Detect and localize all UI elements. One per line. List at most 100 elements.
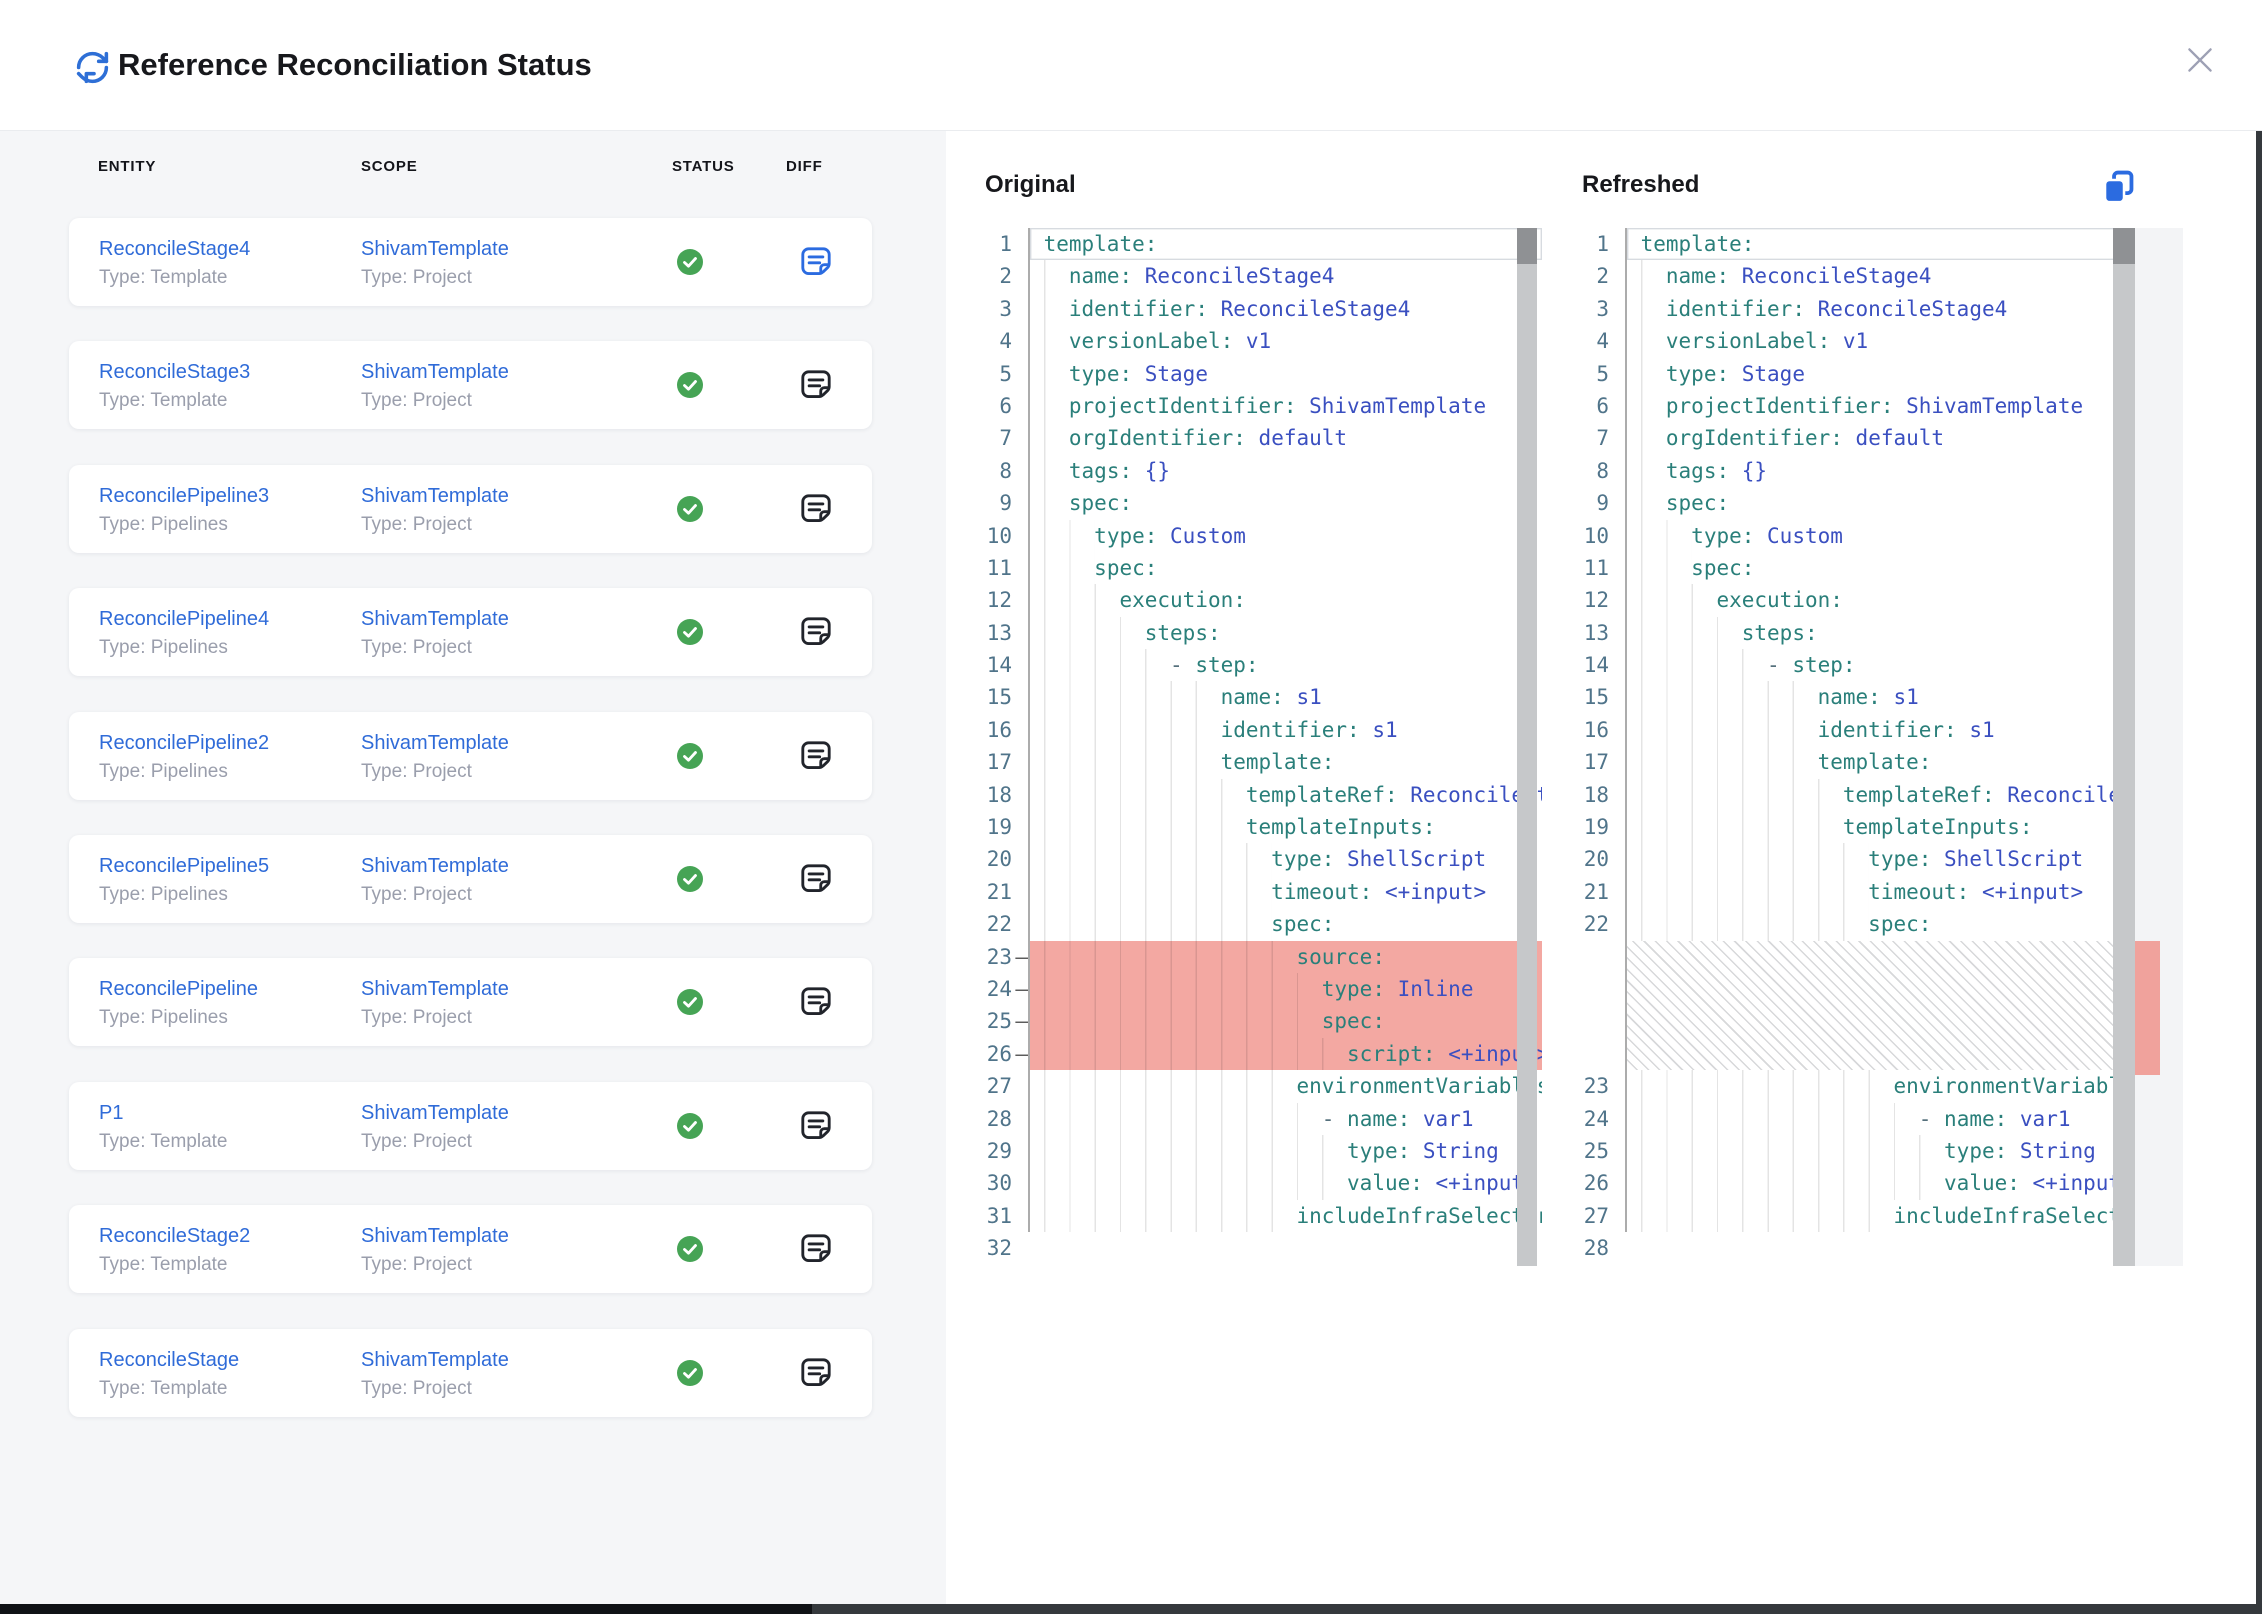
removed-lines-placeholder xyxy=(1626,940,2183,1071)
copy-icon[interactable] xyxy=(2099,167,2137,205)
code-line: templateInputs: xyxy=(1626,811,2183,844)
line-number: 22 xyxy=(986,912,1012,937)
code-line: type: Stage xyxy=(1029,357,1542,390)
scope-link[interactable]: ShivamTemplate xyxy=(361,855,509,877)
code-line: template: xyxy=(1627,228,2183,260)
entity-cell: ReconcilePipeline5 Type: Pipelines xyxy=(99,852,269,908)
diff-note-icon[interactable] xyxy=(797,1230,835,1268)
status-success-icon xyxy=(676,1235,704,1263)
scope-link[interactable]: ShivamTemplate xyxy=(361,608,509,631)
line-number: 14 xyxy=(1583,653,1609,678)
code-line: template: xyxy=(1029,746,1542,779)
diff-note-icon[interactable] xyxy=(797,1354,835,1392)
original-code-panel: Original 1 2 3 4 5 6 7 8 9 10 11 12 13 14 15 16 17 18 19 20… xyxy=(950,131,1542,1271)
gutter-border xyxy=(1028,228,1030,1232)
scope-cell: ShivamTemplate Type: Project xyxy=(361,235,509,291)
line-number: 9 xyxy=(1596,491,1609,516)
scope-link[interactable]: ShivamTemplate xyxy=(361,1348,509,1371)
scope-link[interactable]: ShivamTemplate xyxy=(361,1101,509,1124)
entity-link[interactable]: ReconcileStage4 xyxy=(99,238,251,260)
entity-link[interactable]: P1 xyxy=(99,1101,124,1124)
line-number: 6 xyxy=(999,393,1012,418)
code-line: execution: xyxy=(1029,584,1542,617)
column-header-diff: DIFF xyxy=(786,158,823,175)
entity-cell: ReconcileStage Type: Template xyxy=(99,1346,239,1402)
entity-link[interactable]: ReconcilePipeline3 xyxy=(99,484,270,507)
line-number: 1 xyxy=(1596,232,1609,256)
code-line: timeout: <+input> xyxy=(1029,875,1542,909)
entity-type-label: Type: Pipelines xyxy=(99,513,228,535)
original-scrollbar[interactable] xyxy=(1517,228,1537,1266)
status-success-icon xyxy=(676,495,704,523)
line-number: 7 xyxy=(999,426,1012,451)
scope-cell: ShivamTemplate Type: Project xyxy=(361,729,509,785)
line-number: 3 xyxy=(1596,296,1609,321)
code-line: environmentVariables: xyxy=(1029,1070,1542,1103)
code-line: name: s1 xyxy=(1626,681,2183,714)
code-line: identifier: ReconcileStage4 xyxy=(1626,292,2183,326)
line-number: 18 xyxy=(1583,782,1609,807)
scope-link[interactable]: ShivamTemplate xyxy=(361,1225,509,1248)
diff-note-icon[interactable] xyxy=(797,860,835,898)
scope-cell: ShivamTemplate Type: Project xyxy=(361,852,509,908)
entity-link[interactable]: ReconcilePipeline5 xyxy=(99,855,270,877)
window-bottom-edge xyxy=(812,1604,2262,1614)
line-number: 30 xyxy=(986,1171,1012,1196)
scrollbar-thumb[interactable] xyxy=(1517,228,1537,264)
close-icon[interactable] xyxy=(2180,40,2220,80)
line-number: 22 xyxy=(1583,912,1609,937)
scope-link[interactable]: ShivamTemplate xyxy=(361,361,509,384)
line-number: 23– xyxy=(950,941,1028,973)
refresh-icon xyxy=(74,49,111,86)
line-number: 4 xyxy=(1596,329,1609,354)
code-line: type: String xyxy=(1626,1134,2183,1168)
line-number: 23 xyxy=(1583,1074,1609,1099)
window-bottom-edge xyxy=(0,1604,812,1614)
diff-note-icon[interactable] xyxy=(797,366,835,404)
table-row: ReconcileStage2 Type: Template ShivamTempl… xyxy=(69,1205,872,1294)
entity-link[interactable]: ReconcilePipeline xyxy=(99,978,258,1001)
entity-link[interactable]: ReconcileStage xyxy=(99,1348,240,1371)
removed-line-marker: – xyxy=(1015,976,1028,1001)
line-number: 12 xyxy=(986,588,1012,613)
scope-link[interactable]: ShivamTemplate xyxy=(361,484,509,507)
line-number: 32 xyxy=(986,1236,1012,1261)
diff-note-icon[interactable] xyxy=(797,737,835,775)
diff-note-icon[interactable] xyxy=(797,1107,835,1145)
line-number: 24 xyxy=(1583,1106,1609,1131)
page-title: Reference Reconciliation Status xyxy=(118,47,592,82)
scope-link[interactable]: ShivamTemplate xyxy=(361,731,509,754)
diff-note-icon[interactable] xyxy=(797,490,835,528)
diff-note-icon[interactable] xyxy=(797,613,835,651)
removed-line-marker: – xyxy=(1015,1041,1028,1066)
scope-link[interactable]: ShivamTemplate xyxy=(361,978,509,1001)
line-number: 24– xyxy=(950,973,1028,1005)
entity-cell: ReconcileStage3 Type: Template xyxy=(99,358,250,414)
status-success-icon xyxy=(676,1359,704,1387)
diff-note-icon[interactable] xyxy=(797,983,835,1021)
original-line-numbers: 1 2 3 4 5 6 7 8 9 10 11 12 13 14 15 16 17 18 19 20 21 22 23–24… xyxy=(950,228,1028,1265)
line-number: 10 xyxy=(1583,523,1609,548)
entity-link[interactable]: ReconcileStage2 xyxy=(99,1225,251,1248)
line-number: 26– xyxy=(950,1038,1028,1070)
entity-link[interactable]: ReconcilePipeline2 xyxy=(99,731,270,754)
column-header-status: STATUS xyxy=(672,158,735,175)
table-row: ReconcileStage4 Type: Template ShivamTempl… xyxy=(69,218,872,306)
diff-note-icon[interactable] xyxy=(797,243,835,281)
removed-line-marker: – xyxy=(1015,944,1028,969)
code-line: type: ShellScript xyxy=(1626,843,2183,876)
refreshed-scrollbar[interactable] xyxy=(2113,228,2135,1266)
refreshed-editor[interactable]: 1 2 3 4 5 6 7 8 9 10 11 12 13 14 15 16 17 18 19 20 21 22 23 24 2… xyxy=(1547,228,2183,1266)
entity-link[interactable]: ReconcilePipeline4 xyxy=(99,608,270,631)
line-number: 1 xyxy=(999,232,1012,256)
code-line: steps: xyxy=(1029,616,1542,650)
original-editor[interactable]: 1 2 3 4 5 6 7 8 9 10 11 12 13 14 15 16 17 18 19 20 21 22 23–24… xyxy=(950,228,1542,1266)
code-line: templateRef: ReconcileStep xyxy=(1029,778,1542,812)
code-line: spec: xyxy=(1029,1005,1542,1038)
scrollbar-thumb[interactable] xyxy=(2113,228,2135,264)
entity-link[interactable]: ReconcileStage3 xyxy=(99,361,251,384)
scope-link[interactable]: ShivamTemplate xyxy=(361,238,509,260)
status-success-icon xyxy=(676,988,704,1016)
line-number: 29 xyxy=(986,1138,1012,1163)
